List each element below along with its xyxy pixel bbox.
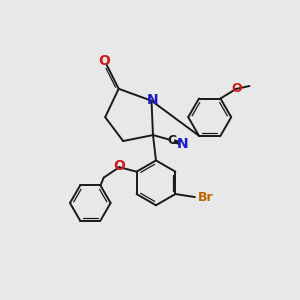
Text: O: O (98, 54, 110, 68)
Text: N: N (177, 137, 189, 151)
Text: O: O (113, 159, 125, 173)
Text: N: N (146, 93, 158, 107)
Text: C: C (167, 134, 176, 147)
Text: Br: Br (198, 190, 214, 203)
Text: O: O (231, 82, 242, 95)
